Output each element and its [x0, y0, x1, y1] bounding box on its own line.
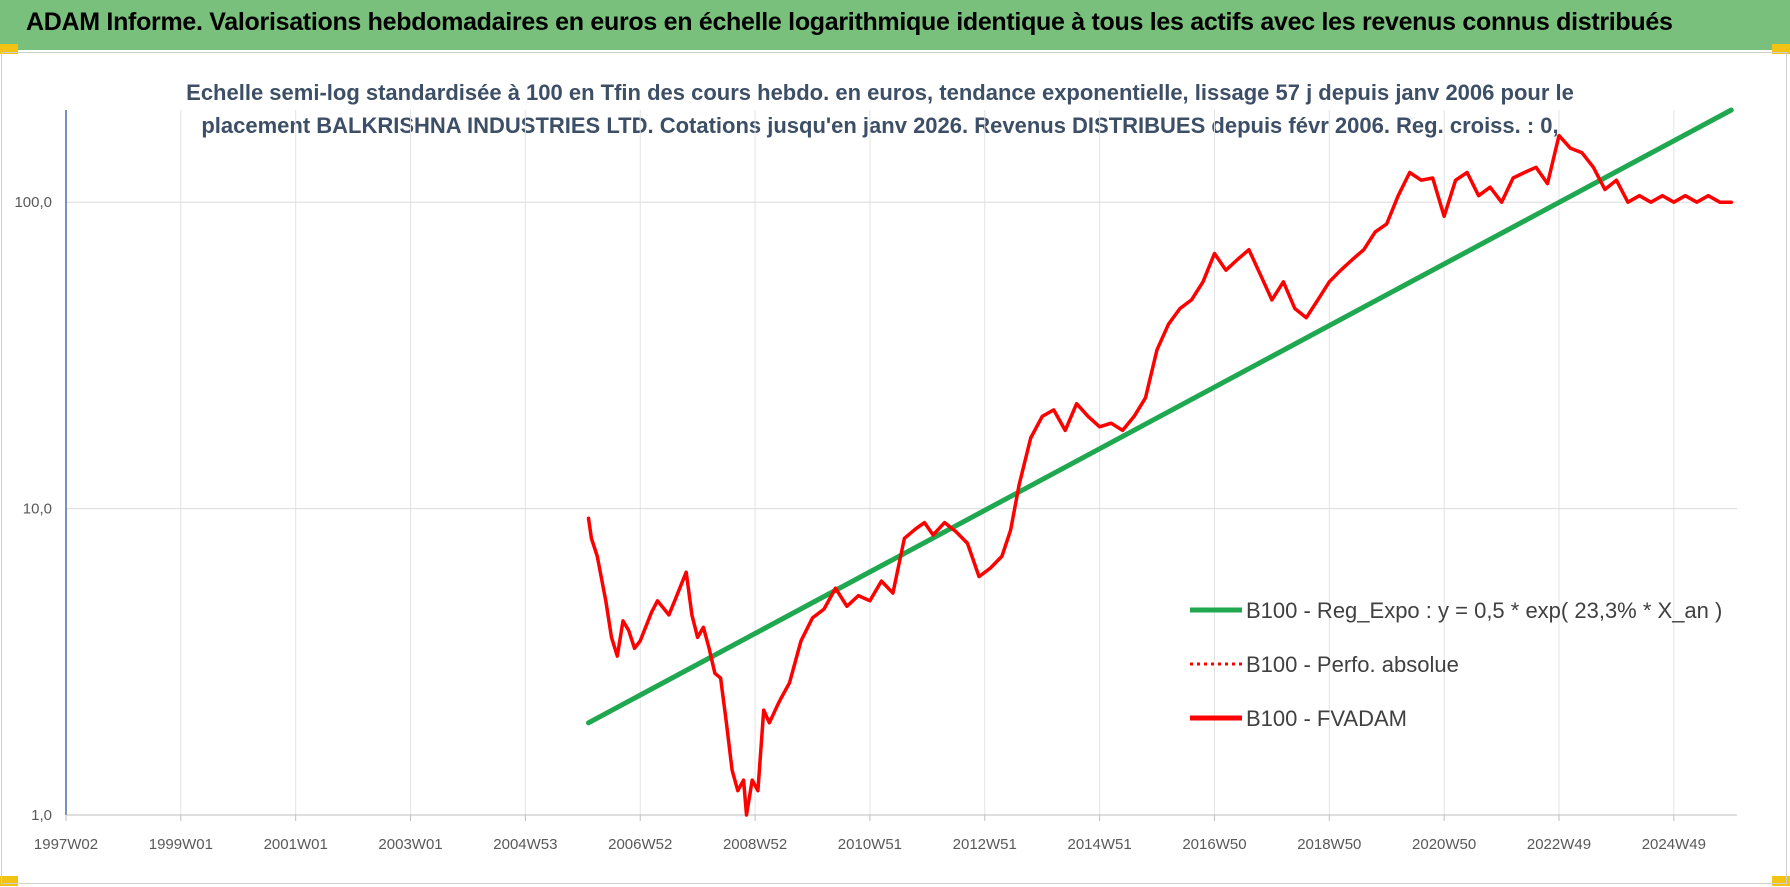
series-lines: [586, 107, 1734, 817]
legend-label: B100 - FVADAM: [1246, 706, 1407, 731]
legend-label: B100 - Perfo. absolue: [1246, 652, 1459, 677]
corner-marker-bottom-right: [1772, 876, 1790, 886]
x-tick-label: 2003W01: [378, 836, 442, 853]
x-tick-label: 2016W50: [1182, 836, 1246, 853]
x-tick-label: 2020W50: [1412, 836, 1476, 853]
x-tick-label: 2001W01: [264, 836, 328, 853]
legend: B100 - Reg_Expo : y = 0,5 * exp( 23,3% *…: [1190, 598, 1722, 731]
x-tick-label: 2008W52: [723, 836, 787, 853]
y-tick-label: 10,0: [23, 501, 52, 518]
chart-title-line-1: Echelle semi-log standardisée à 100 en T…: [186, 80, 1574, 105]
banner-title: ADAM Informe. Valorisations hebdomadaire…: [26, 8, 1673, 36]
x-tick-label: 1997W02: [34, 836, 98, 853]
x-tick-label: 1999W01: [149, 836, 213, 853]
x-tick-label: 2006W52: [608, 836, 672, 853]
y-tick-label: 1,0: [31, 807, 52, 824]
series-line-3: [586, 133, 1734, 817]
x-ticks: 1997W02 1999W01 2001W01 2003W01 2004W53 2006W…: [34, 815, 1706, 853]
x-tick-label: 2024W49: [1642, 836, 1706, 853]
corner-marker-top-right: [1772, 44, 1790, 54]
grid: [65, 110, 1737, 816]
series-line-1: [586, 107, 1734, 726]
x-tick-label: 2022W49: [1527, 836, 1591, 853]
legend-label: B100 - Reg_Expo : y = 0,5 * exp( 23,3% *…: [1246, 598, 1722, 623]
y-ticks: 1,0 10,0 100,0: [14, 194, 52, 824]
corner-marker-top-left: [0, 44, 18, 54]
axes: [65, 110, 1737, 816]
x-tick-label: 2010W51: [838, 836, 902, 853]
chart-title: Echelle semi-log standardisée à 100 en T…: [180, 76, 1580, 142]
x-tick-label: 2018W50: [1297, 836, 1361, 853]
x-tick-label: 2004W53: [493, 836, 557, 853]
x-tick-label: 2012W51: [953, 836, 1017, 853]
chart-frame: [1, 52, 1787, 884]
chart-title-line-2: placement BALKRISHNA INDUSTRIES LTD. Cot…: [201, 113, 1559, 138]
corner-marker-bottom-left: [0, 876, 18, 886]
y-tick-label: 100,0: [14, 194, 52, 211]
header-banner: ADAM Informe. Valorisations hebdomadaire…: [0, 0, 1790, 50]
x-tick-label: 2014W51: [1067, 836, 1131, 853]
